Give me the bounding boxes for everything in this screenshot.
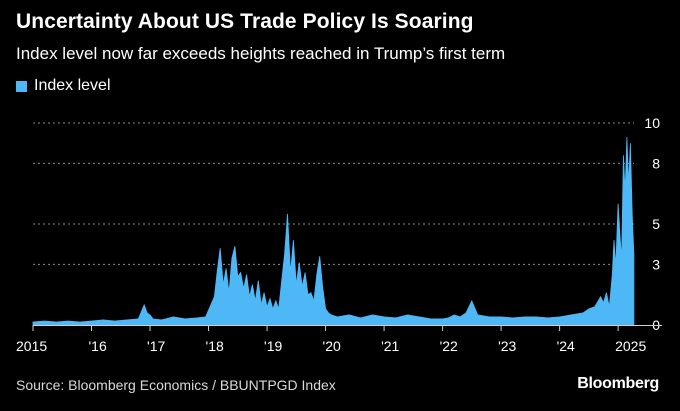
- x-tick-label: '22: [440, 338, 458, 354]
- source-note: Source: Bloomberg Economics / BBUNTPGD I…: [16, 377, 336, 393]
- y-tick-label: 8: [652, 155, 660, 171]
- x-tick-label: '20: [323, 338, 341, 354]
- chart-title: Uncertainty About US Trade Policy Is Soa…: [16, 10, 474, 33]
- x-tick-label: 2025: [615, 338, 646, 354]
- x-tick-label: '24: [557, 338, 575, 354]
- x-tick-label: '21: [381, 338, 399, 354]
- x-tick-label: '23: [498, 338, 516, 354]
- x-tick-label: '18: [206, 338, 224, 354]
- legend: Index level: [16, 77, 111, 95]
- y-tick-label: 3: [652, 256, 660, 272]
- legend-swatch: [16, 80, 27, 92]
- bloomberg-logo: Bloomberg: [577, 375, 659, 392]
- y-tick-label: 10: [644, 115, 660, 131]
- x-tick-label: '16: [89, 338, 107, 354]
- y-tick-label: 5: [652, 216, 660, 232]
- x-tick-label: '17: [147, 338, 165, 354]
- x-tick-label: '19: [264, 338, 282, 354]
- legend-label: Index level: [34, 77, 111, 94]
- chart-subtitle: Index level now far exceeds heights reac…: [16, 44, 506, 63]
- x-tick-label: 2015: [16, 338, 47, 354]
- series-area-index-level: [32, 137, 635, 326]
